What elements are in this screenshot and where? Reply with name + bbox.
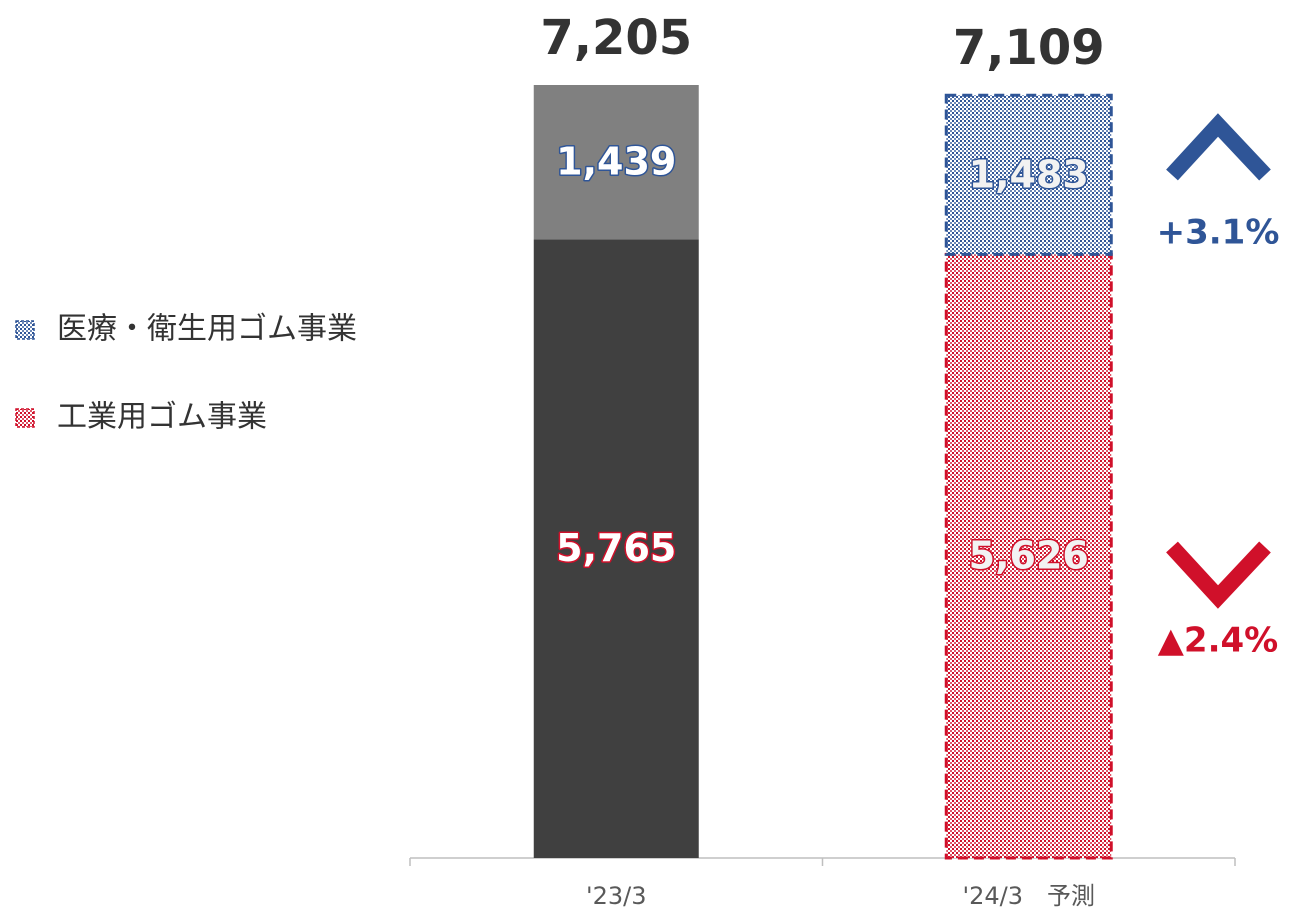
bar-segment [533, 85, 699, 240]
bar-segment [533, 239, 699, 858]
trend-chevron [1166, 541, 1271, 609]
legend-label: 医療・衛生用ゴム事業 [57, 312, 357, 347]
total-label: 7,109 [953, 20, 1105, 76]
x-tick-label: '23/3 [586, 882, 647, 910]
data-label: 1,483 [969, 152, 1089, 196]
legend-swatch [15, 320, 35, 340]
legend-label: 工業用ゴム事業 [57, 400, 267, 435]
trend-chevron [1166, 113, 1271, 181]
bar-segment [944, 93, 1113, 256]
total-label: 7,205 [540, 10, 692, 66]
legend-swatch [15, 408, 35, 428]
x-tick-label: '24/3 予測 [963, 882, 1096, 910]
annotation: ▲2.4% [1158, 621, 1278, 661]
data-label: 5,765 [556, 526, 676, 570]
data-label: 5,626 [969, 534, 1089, 578]
data-label: 1,439 [556, 140, 676, 184]
annotation: +3.1% [1157, 213, 1280, 253]
